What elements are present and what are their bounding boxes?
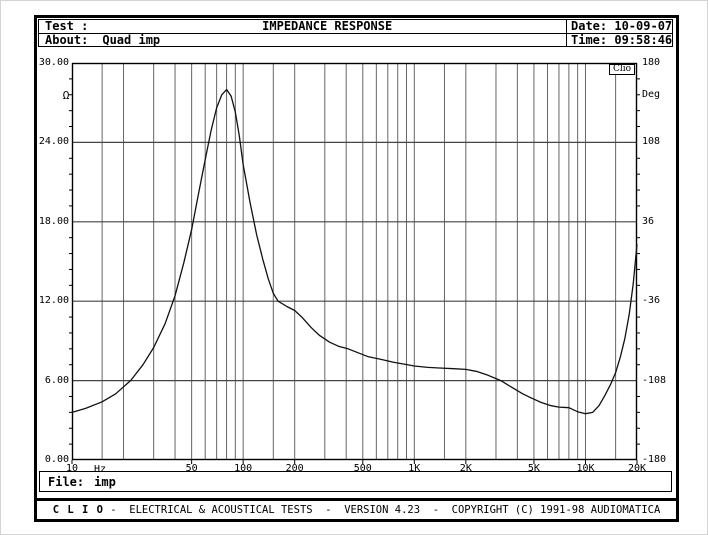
plot-area [69, 62, 640, 464]
x-tick-label: 10 [65, 463, 79, 474]
header-panel: Test : IMPEDANCE RESPONSE Date: 10-09-07… [38, 19, 673, 47]
about-label: About: [45, 32, 89, 47]
x-tick-label: 50 [185, 463, 198, 474]
header-row-test: Test : IMPEDANCE RESPONSE [39, 20, 566, 33]
y-right-unit-label: Deg [642, 89, 661, 100]
x-tick-label: 20K [627, 463, 647, 474]
x-tick-label: 100 [234, 463, 253, 474]
y-right-tick-label: 180 [642, 57, 661, 68]
header-time: Time: 09:58:46 [566, 32, 673, 47]
y-right-tick-label: 108 [642, 136, 661, 148]
header-row-about: About: Quad imp [39, 33, 566, 46]
y-left-tick-label: 30.00 [38, 57, 69, 68]
about-value: Quad imp [102, 32, 161, 47]
y-right-tick-label: -108 [642, 374, 667, 386]
date-label: Date: [571, 19, 608, 33]
file-label: File: [48, 474, 85, 489]
clio-app-window: Test : IMPEDANCE RESPONSE Date: 10-09-07… [34, 15, 679, 522]
test-label: Test : [45, 19, 89, 33]
x-tick-label: 2K [459, 463, 472, 474]
x-tick-label: 1K [408, 463, 421, 474]
clio-logo-badge: Clio [609, 64, 635, 75]
x-tick-label: 200 [285, 463, 304, 474]
x-tick-label: 5K [527, 463, 540, 474]
x-axis-unit-label: Hz [93, 464, 107, 475]
date-value: 10-09-07 [614, 19, 673, 33]
y-left-tick-label: 6.00 [44, 374, 69, 386]
impedance-curve [71, 88, 638, 415]
y-left-unit-label: Ω [62, 89, 70, 102]
y-left-tick-label: 12.00 [38, 295, 69, 307]
file-value: imp [94, 474, 116, 489]
clio-brand-text: C L I O [52, 504, 104, 516]
plot-border [71, 62, 638, 461]
footer-version-copyright: - ELECTRICAL & ACOUSTICAL TESTS - VERSIO… [103, 504, 661, 516]
status-footer: C L I O - ELECTRICAL & ACOUSTICAL TESTS … [34, 498, 679, 522]
y-right-tick-label: -180 [642, 454, 667, 465]
y-right-tick-label: -36 [642, 295, 661, 307]
impedance-chart: Ω Deg Hz Clio 10 50 100 200 500 1K 2K 5K 10K 20K 3… [37, 58, 676, 493]
y-left-tick-label: 0.00 [44, 454, 69, 465]
x-tick-label: 10K [576, 463, 595, 474]
y-left-tick-label: 18.00 [38, 215, 69, 227]
y-left-tick-label: 24.00 [38, 136, 69, 148]
file-bar: File: imp [39, 471, 672, 492]
page-title: IMPEDANCE RESPONSE [262, 19, 393, 33]
time-value: 09:58:46 [614, 32, 673, 47]
y-right-tick-label: 36 [642, 215, 655, 227]
header-date: Date: 10-09-07 [566, 20, 672, 33]
time-label: Time: [571, 32, 608, 47]
x-tick-label: 500 [353, 463, 372, 474]
